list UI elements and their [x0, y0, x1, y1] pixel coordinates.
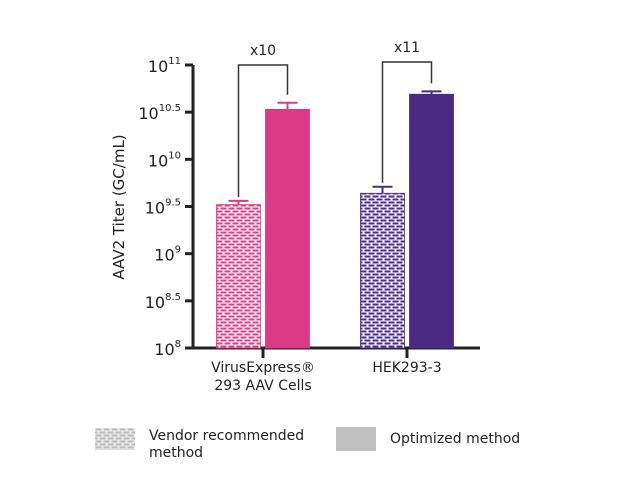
x-tick-label: VirusExpress®: [211, 360, 315, 376]
solid-swatch-icon: [336, 427, 376, 451]
significance-bracket: [381, 61, 433, 183]
brick-swatch-icon: [95, 428, 135, 450]
y-tick-label: 109: [154, 245, 181, 265]
legend-label-vendor: Vendor recommended method: [149, 428, 305, 461]
significance-bracket: [237, 64, 289, 197]
y-tick-label: 1010.5: [138, 103, 181, 123]
y-tick-label: 109.5: [145, 198, 181, 218]
fold-change-label: x10: [250, 43, 276, 59]
bar: [265, 108, 310, 349]
y-tick-label: 108.5: [145, 292, 181, 312]
y-tick-label: 1011: [148, 56, 181, 76]
y-tick-label: 108: [154, 339, 181, 359]
legend-item-optimized: Optimized method: [336, 427, 520, 451]
y-tick-label: 1010: [148, 150, 181, 170]
y-axis-label: AAV2 Titer (GC/mL): [110, 134, 128, 279]
legend-label-optimized: Optimized method: [390, 431, 521, 447]
bar: [360, 192, 405, 349]
x-tick-label: HEK293-3: [372, 360, 441, 376]
x-tick-label: 293 AAV Cells: [214, 378, 311, 394]
fold-change-label: x11: [394, 40, 420, 56]
bar: [409, 93, 454, 349]
bar: [216, 204, 261, 349]
legend-item-vendor: Vendor recommended method: [95, 428, 319, 462]
